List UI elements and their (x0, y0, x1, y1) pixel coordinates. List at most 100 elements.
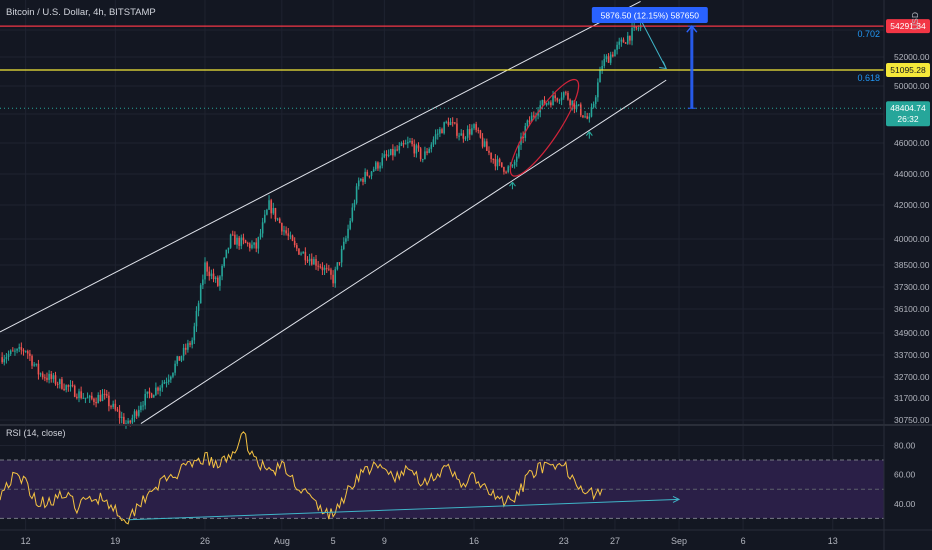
candle-body (127, 420, 129, 424)
candle-body (108, 395, 110, 407)
time-tick-label: 12 (21, 536, 31, 546)
candle-body (315, 259, 317, 266)
candle-body (488, 150, 490, 153)
rsi-axis[interactable]: 80.00 60.00 40.00 (894, 440, 916, 508)
candle-body (486, 141, 488, 151)
candle-body (210, 273, 213, 277)
currency-label[interactable]: USD (910, 12, 920, 30)
candle-body (426, 151, 428, 153)
rsi-tick-label: 40.00 (894, 499, 916, 509)
candle-body (170, 376, 172, 380)
candle-body (73, 385, 76, 397)
candle-body (180, 356, 183, 361)
candle-body (227, 247, 230, 250)
candle-body (375, 162, 377, 170)
candle-body (389, 148, 392, 155)
candle-body (234, 234, 236, 245)
candle-body (475, 124, 477, 130)
candle-body (496, 159, 499, 167)
candle-body (5, 357, 8, 360)
candle-body (39, 373, 42, 375)
candle-body (370, 171, 373, 176)
measure-tool[interactable]: 5876.50 (12.15%) 587650 (591, 7, 708, 109)
candle-body (137, 409, 140, 416)
candle-body (481, 137, 484, 147)
price-tick-label: 30750.00 (894, 415, 930, 425)
candle-body (447, 121, 450, 126)
candle-body (473, 124, 475, 129)
candle-body (22, 349, 25, 352)
candle-body (439, 129, 441, 134)
time-tick-label: 23 (559, 536, 569, 546)
candle-body (381, 157, 384, 166)
price-pane[interactable]: 5876.50 (12.15%) 587650 0.702 0.618 (0, 0, 884, 429)
rsi-tick-label: 60.00 (894, 470, 916, 480)
candle-body (522, 136, 524, 138)
candle-body (257, 237, 260, 249)
candle-body (449, 122, 452, 126)
rsi-series-line[interactable] (0, 431, 603, 525)
candle-body (208, 271, 211, 277)
candle-body (451, 122, 454, 124)
candle-body (216, 277, 219, 286)
candle-body (176, 356, 179, 364)
up-arrow-marker (585, 131, 593, 139)
highlight-ellipse[interactable] (501, 72, 588, 183)
candle-body (537, 112, 539, 116)
candle-body (31, 355, 33, 366)
candle-body (302, 251, 305, 254)
channel-lower-line[interactable] (140, 79, 667, 424)
candle-body (547, 102, 550, 104)
candle-body (436, 133, 439, 135)
candle-body (95, 401, 97, 404)
time-tick-label: Sep (671, 536, 687, 546)
candle-body (270, 200, 272, 214)
candle-body (631, 27, 633, 41)
candle-body (253, 242, 255, 245)
candle-body (330, 269, 332, 275)
candle-body (421, 159, 424, 161)
rsi-trendline[interactable] (128, 498, 680, 521)
candle-body (26, 351, 29, 354)
time-tick-label: Aug (274, 536, 290, 546)
candle-body (612, 54, 614, 57)
candle-body (163, 382, 166, 384)
candle-body (291, 235, 294, 241)
candle-body (340, 249, 343, 263)
candle-body (197, 303, 200, 311)
candle-body (281, 223, 283, 232)
time-axis[interactable]: 12 19 26 Aug 5 9 16 23 27 Sep 6 13 (21, 536, 838, 546)
candle-body (67, 385, 70, 387)
candle-body (609, 54, 612, 63)
candle-body (157, 387, 159, 391)
candle-body (65, 385, 67, 390)
candle-body (172, 372, 174, 377)
candle-body (191, 340, 193, 345)
time-tick-label: 16 (469, 536, 479, 546)
candle-body (189, 343, 191, 345)
candle-body (635, 26, 638, 29)
rsi-pane[interactable] (0, 431, 884, 525)
candle-body (14, 350, 16, 352)
projection-arrow[interactable] (640, 19, 668, 70)
time-tick-label: 13 (828, 536, 838, 546)
candle-body (101, 393, 104, 402)
candle-body (545, 103, 548, 105)
candles-group[interactable] (1, 21, 642, 429)
candle-body (511, 165, 514, 167)
candle-body (9, 350, 12, 354)
candle-body (364, 171, 366, 182)
candle-body (556, 98, 559, 101)
price-tick-label: 38500.00 (894, 260, 930, 270)
price-tick-label: 34900.00 (894, 328, 930, 338)
candle-body (607, 56, 610, 63)
candle-body (7, 353, 10, 358)
candle-body (599, 69, 601, 83)
candle-body (441, 129, 443, 134)
channel-upper-line[interactable] (0, 0, 641, 333)
candle-body (24, 351, 27, 353)
candle-body (483, 141, 486, 147)
candle-body (336, 262, 339, 270)
candle-body (283, 230, 285, 232)
